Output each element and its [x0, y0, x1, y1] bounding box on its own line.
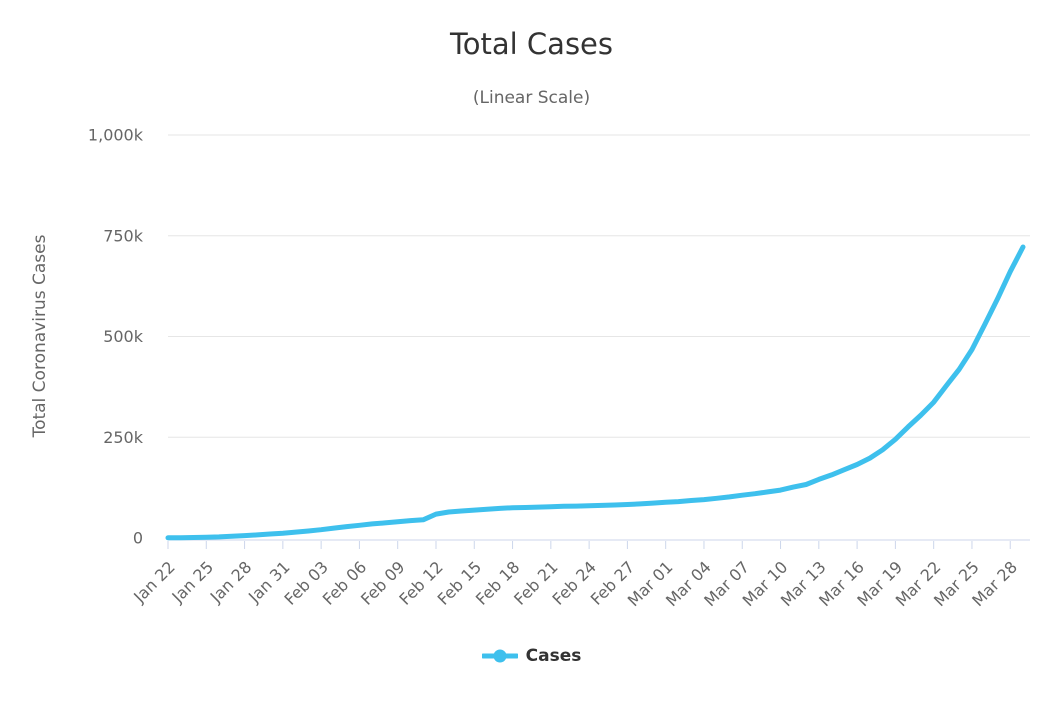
x-axis-label: Jan 25	[168, 557, 218, 607]
x-axis-label: Jan 22	[129, 557, 179, 607]
y-axis-label: 1,000k	[88, 126, 144, 145]
y-axis-label: 0	[133, 529, 143, 548]
legend-item-cases[interactable]: Cases	[481, 646, 582, 666]
legend-label: Cases	[525, 646, 582, 666]
y-axis-title: Total Coronavirus Cases	[30, 234, 50, 438]
y-axis-label: 500k	[103, 327, 144, 346]
legend: Cases	[0, 646, 1063, 666]
x-axis-label: Jan 28	[206, 557, 256, 607]
series-marker-icon	[481, 649, 518, 663]
y-axis-label: 750k	[103, 226, 144, 245]
chart-subtitle: (Linear Scale)	[472, 88, 591, 108]
cases-line[interactable]	[165, 244, 1026, 541]
y-axis-label: 250k	[103, 428, 144, 447]
chart-title: Total Cases	[449, 27, 614, 61]
